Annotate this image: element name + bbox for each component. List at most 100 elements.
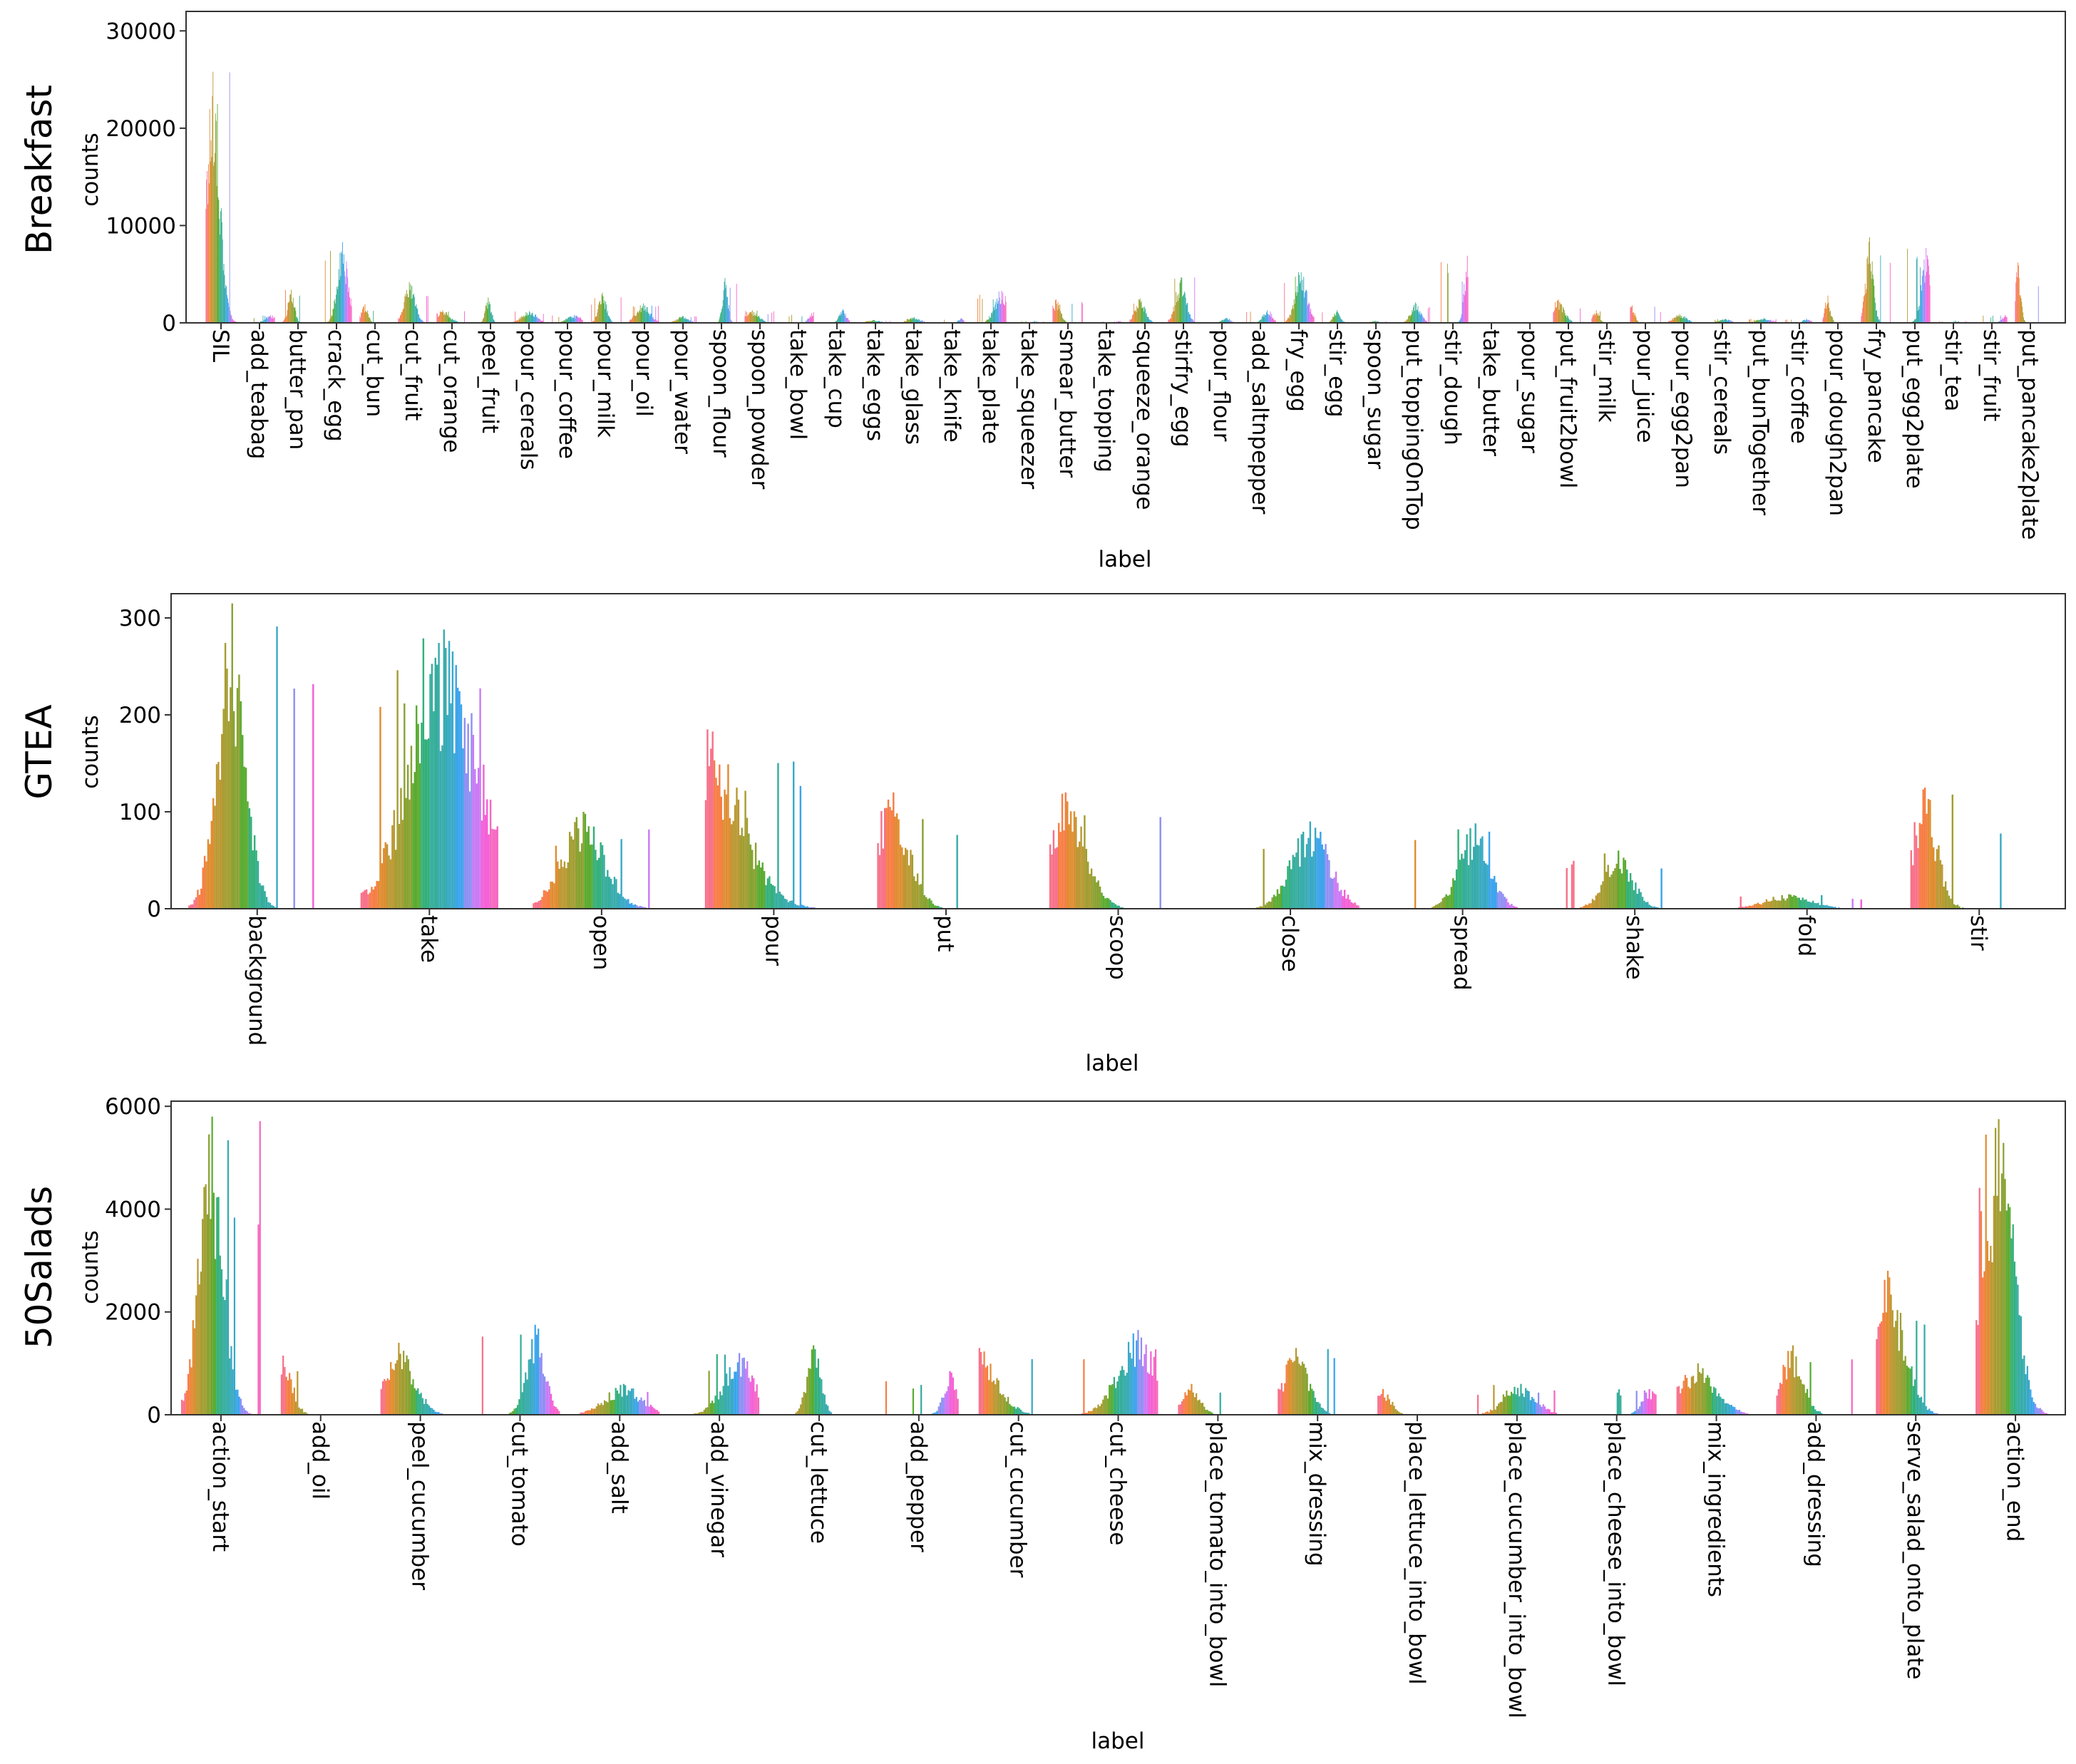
- bar: [185, 1391, 187, 1415]
- bar: [1151, 321, 1153, 323]
- bar: [620, 1385, 622, 1415]
- bar: [1635, 315, 1636, 323]
- bar: [580, 317, 581, 323]
- bar: [789, 900, 791, 909]
- bar: [1521, 1393, 1523, 1415]
- bar: [1127, 1341, 1130, 1415]
- bar: [575, 315, 576, 323]
- bar: [649, 1405, 652, 1415]
- bar: [724, 282, 725, 323]
- bar: [869, 321, 870, 323]
- bar: [830, 1412, 832, 1415]
- bar: [1114, 904, 1117, 909]
- bar: [796, 1410, 798, 1415]
- bar: [1340, 317, 1341, 323]
- bar: [1394, 1409, 1397, 1415]
- bar: [1405, 321, 1407, 323]
- bar: [605, 876, 607, 909]
- bar: [1750, 319, 1752, 323]
- bar: [1270, 316, 1272, 323]
- bar: [619, 894, 621, 909]
- bar: [1355, 904, 1358, 909]
- bar: [1099, 1406, 1101, 1415]
- bar: [477, 768, 480, 909]
- bar: [956, 835, 958, 909]
- bar: [341, 253, 343, 323]
- bar: [421, 722, 423, 909]
- bar: [1085, 849, 1088, 909]
- bar: [257, 860, 260, 909]
- bar: [1462, 858, 1465, 909]
- bars: [180, 1116, 2047, 1415]
- bar: [401, 311, 403, 323]
- bar: [727, 1386, 729, 1415]
- bar: [843, 313, 845, 323]
- bar: [724, 789, 726, 909]
- bar: [1504, 897, 1506, 909]
- bar: [332, 316, 333, 323]
- bar: [385, 1381, 387, 1415]
- bar: [1681, 315, 1682, 323]
- bar: [1445, 894, 1447, 909]
- bar: [1139, 300, 1140, 323]
- bar: [1826, 305, 1827, 323]
- bar: [1205, 1410, 1207, 1415]
- bar: [749, 312, 751, 323]
- bar: [1461, 281, 1463, 323]
- bar: [349, 297, 350, 323]
- bar: [589, 845, 592, 909]
- bar: [1488, 831, 1491, 909]
- bar: [634, 904, 637, 909]
- bar: [1026, 1413, 1029, 1415]
- bar: [1178, 297, 1180, 323]
- bar: [1118, 1376, 1120, 1415]
- bar: [1823, 316, 1824, 323]
- bar: [770, 883, 772, 909]
- bar: [1259, 320, 1260, 323]
- bar: [518, 320, 519, 323]
- bar: [1500, 892, 1503, 909]
- bar: [1136, 306, 1138, 323]
- bar: [1197, 1400, 1199, 1415]
- bar: [398, 824, 401, 909]
- bar: [1343, 889, 1346, 909]
- bar: [1092, 876, 1094, 909]
- bar: [1129, 319, 1131, 323]
- bar: [839, 314, 841, 323]
- bar: [1325, 844, 1327, 909]
- bar: [1993, 1195, 1995, 1415]
- bar: [1478, 845, 1480, 909]
- x-tick-label: cut_tomato: [506, 1421, 532, 1547]
- bar: [586, 1410, 588, 1415]
- bar: [1759, 904, 1761, 909]
- bar: [726, 296, 728, 323]
- bar: [252, 850, 254, 909]
- bar: [1105, 1395, 1107, 1415]
- bar: [708, 1371, 710, 1415]
- bar: [1299, 274, 1300, 323]
- bar: [222, 270, 224, 323]
- bar: [935, 1412, 937, 1415]
- bar: [985, 321, 986, 323]
- bar: [1171, 314, 1172, 323]
- bar: [1264, 904, 1267, 909]
- bar: [1700, 1373, 1702, 1415]
- bar: [1419, 311, 1421, 323]
- bar: [1861, 312, 1863, 323]
- bar: [1490, 878, 1492, 909]
- bar: [1690, 321, 1691, 323]
- bar: [1633, 890, 1635, 909]
- bar: [996, 309, 997, 323]
- bar: [1782, 898, 1785, 909]
- bar: [1670, 321, 1671, 323]
- bar: [192, 1320, 194, 1415]
- bar: [298, 321, 299, 323]
- bar: [598, 304, 600, 323]
- bar: [1725, 1403, 1728, 1415]
- bar: [781, 894, 783, 909]
- bar: [1278, 894, 1280, 909]
- bar: [1129, 1353, 1131, 1415]
- bar: [1633, 311, 1634, 323]
- bar: [954, 1390, 956, 1415]
